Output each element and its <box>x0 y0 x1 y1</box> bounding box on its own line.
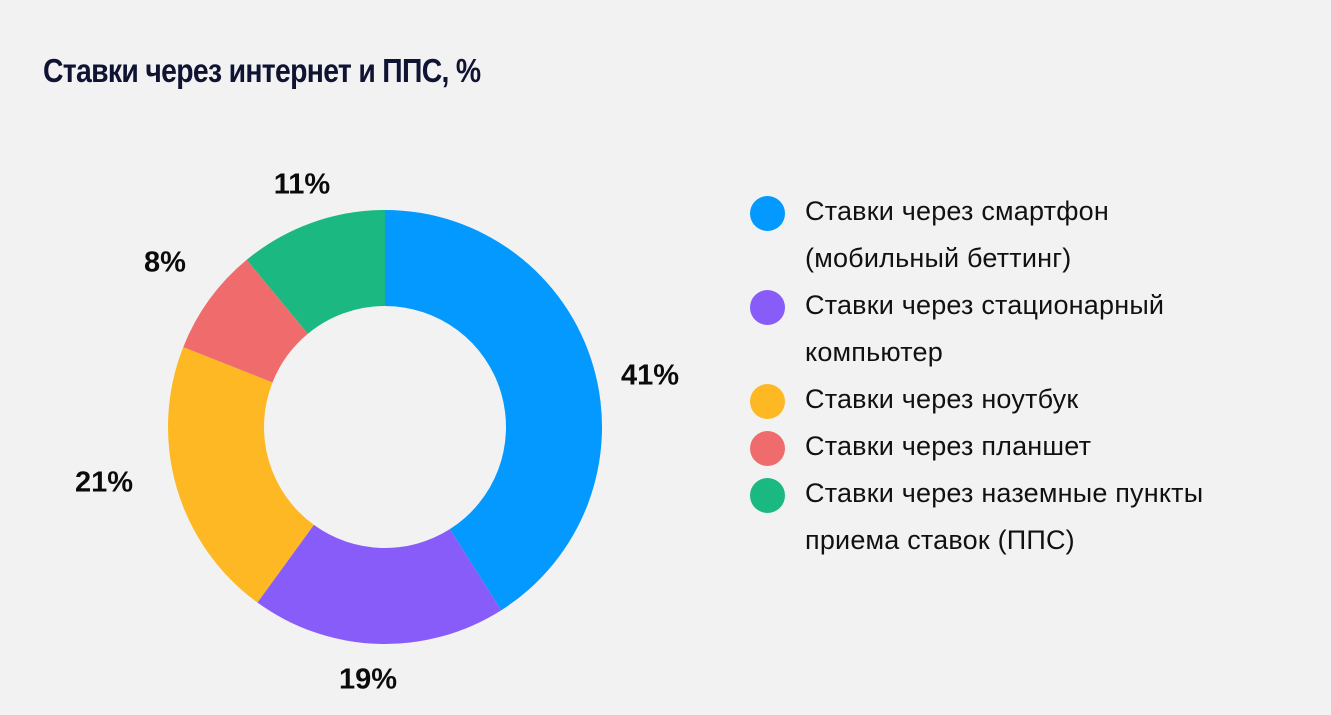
legend-label: (мобильный беттинг) <box>805 243 1072 273</box>
legend-item: Ставки через ноутбук <box>750 376 1310 423</box>
slice-percent-label: 41% <box>620 359 680 392</box>
legend-label: Ставки через наземные пункты <box>805 478 1204 508</box>
chart-legend: Ставки через смартфон (мобильный беттинг)… <box>750 188 1310 564</box>
legend-item: Ставки через планшет <box>750 423 1310 470</box>
legend-label: Ставки через смартфон <box>805 196 1109 226</box>
legend-label: приема ставок (ППС) <box>805 525 1075 555</box>
donut-slice <box>167 347 314 603</box>
legend-color-swatch-icon <box>750 290 785 325</box>
legend-label: Ставки через ноутбук <box>805 384 1079 414</box>
donut-slice <box>183 259 308 383</box>
legend-label: Ставки через стационарный <box>805 290 1165 320</box>
legend-label: компьютер <box>805 337 943 367</box>
legend-color-swatch-icon <box>750 478 785 513</box>
slice-percent-label: 11% <box>273 168 331 201</box>
legend-item: Ставки через смартфон (мобильный беттинг) <box>750 188 1310 282</box>
legend-color-swatch-icon <box>750 196 785 231</box>
legend-color-swatch-icon <box>750 431 785 466</box>
donut-slice <box>257 524 502 644</box>
slice-percent-label: 19% <box>338 663 398 696</box>
slice-percent-label: 8% <box>144 246 186 279</box>
legend-item: Ставки через стационарный компьютер <box>750 282 1310 376</box>
donut-slice <box>246 210 385 334</box>
legend-color-swatch-icon <box>750 384 785 419</box>
legend-item: Ставки через наземные пункты приема ставо… <box>750 470 1310 564</box>
legend-label: Ставки через планшет <box>805 431 1092 461</box>
donut-slice <box>385 210 603 611</box>
slice-percent-label: 21% <box>74 466 134 499</box>
chart-title: Ставки через интернет и ППС, % <box>43 52 481 89</box>
